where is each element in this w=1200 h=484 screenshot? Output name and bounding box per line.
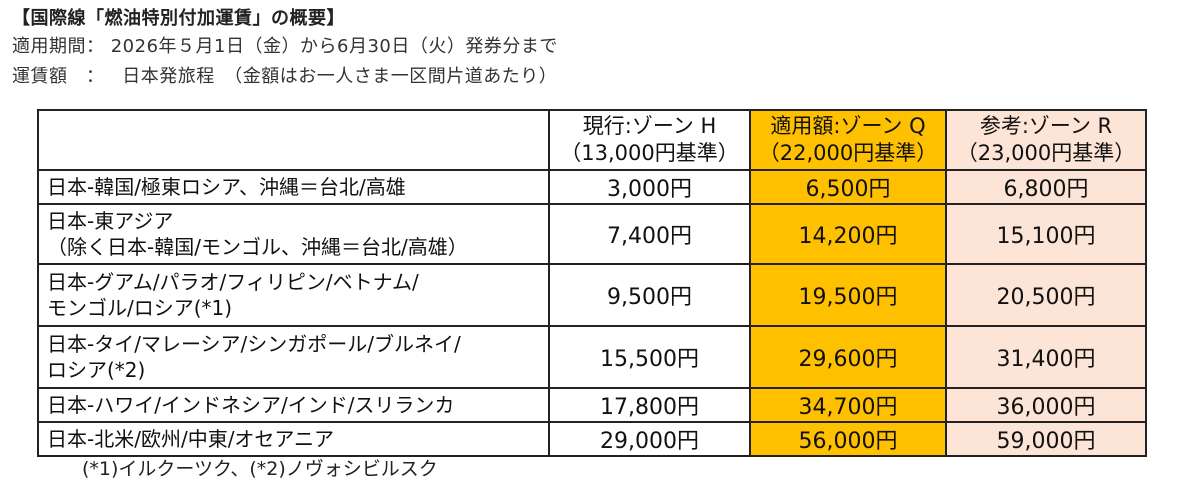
zone-r-fare: 31,400円 (945, 325, 1147, 389)
route-text: 日本-韓国/極東ロシア、沖縄＝台北/高雄 (47, 175, 406, 199)
zone-r-fare: 36,000円 (945, 387, 1147, 423)
zone-h-fare: 9,500円 (548, 263, 751, 327)
page-title: 【国際線「燃油特別付加運賃」の概要】 (12, 8, 345, 29)
header-zone-q-basis: （22,000円基準） (758, 141, 938, 165)
header-zone-r: 参考:ゾーン R （23,000円基準） (945, 109, 1147, 171)
route-cell: 日本-タイ/マレーシア/シンガポール/ブルネイ/ ロシア(*2) (37, 325, 550, 389)
header-route-cell (37, 109, 550, 171)
zone-h-fare: 7,400円 (548, 203, 751, 265)
fare-line: 運賃額 ： 日本発旅程 （金額はお一人さま一区間片道あたり） (12, 62, 557, 88)
fare-label: 運賃額 ： (12, 66, 105, 87)
zone-r-fare: 6,800円 (945, 169, 1147, 205)
period-value: 2026年５月1日（金）から6月30日（火）発券分まで (110, 36, 558, 57)
route-text: 日本-ハワイ/インドネシア/インド/スリランカ (47, 393, 455, 417)
zone-h-fare: 17,800円 (548, 387, 751, 423)
header-zone-h: 現行:ゾーン H （13,000円基準） (548, 109, 751, 171)
header-zone-q: 適用額:ゾーン Q （22,000円基準） (749, 109, 947, 171)
header-zone-q-name: 適用額:ゾーン Q (770, 114, 926, 138)
table-row: 日本-東アジア （除く日本-韓国/モンゴル、沖縄＝台北/高雄） 7,400円 1… (37, 203, 1147, 265)
route-text-cont: モンゴル/ロシア(*1) (47, 296, 233, 320)
table-row: 日本-韓国/極東ロシア、沖縄＝台北/高雄 3,000円 6,500円 6,800… (37, 169, 1147, 205)
header-zone-r-basis: （23,000円基準） (956, 141, 1136, 165)
period-line: 適用期間： 2026年５月1日（金）から6月30日（火）発券分まで (12, 32, 558, 58)
route-cell: 日本-東アジア （除く日本-韓国/モンゴル、沖縄＝台北/高雄） (37, 203, 550, 265)
header-zone-r-name: 参考:ゾーン R (979, 114, 1113, 138)
route-text-note: （除く日本-韓国/モンゴル、沖縄＝台北/高雄） (47, 235, 468, 259)
route-cell: 日本-ハワイ/インドネシア/インド/スリランカ (37, 387, 550, 423)
route-text: 日本-北米/欧州/中東/オセアニア (47, 427, 335, 451)
table-row: 日本-グアム/パラオ/フィリピン/ベトナム/ モンゴル/ロシア(*1) 9,50… (37, 263, 1147, 327)
route-cell: 日本-北米/欧州/中東/オセアニア (37, 421, 550, 457)
route-text: 日本-グアム/パラオ/フィリピン/ベトナム/ (47, 270, 419, 294)
zone-h-fare: 3,000円 (548, 169, 751, 205)
zone-r-fare: 59,000円 (945, 421, 1147, 457)
footnote: (*1)イルクーツク、(*2)ノヴォシビルスク (82, 458, 438, 480)
table-row: 日本-ハワイ/インドネシア/インド/スリランカ 17,800円 34,700円 … (37, 387, 1147, 423)
zone-q-fare: 14,200円 (749, 203, 947, 265)
zone-h-fare: 29,000円 (548, 421, 751, 457)
zone-r-fare: 15,100円 (945, 203, 1147, 265)
fare-table: 現行:ゾーン H （13,000円基準） 適用額:ゾーン Q （22,000円基… (37, 109, 1147, 457)
table-row: 日本-タイ/マレーシア/シンガポール/ブルネイ/ ロシア(*2) 15,500円… (37, 325, 1147, 389)
table-row: 日本-北米/欧州/中東/オセアニア 29,000円 56,000円 59,000… (37, 421, 1147, 457)
zone-q-fare: 34,700円 (749, 387, 947, 423)
route-text: 日本-東アジア (47, 209, 174, 233)
zone-q-fare: 56,000円 (749, 421, 947, 457)
route-text: 日本-タイ/マレーシア/シンガポール/ブルネイ/ (47, 332, 461, 356)
zone-q-fare: 19,500円 (749, 263, 947, 327)
header-zone-h-name: 現行:ゾーン H (582, 114, 717, 138)
table-header-row: 現行:ゾーン H （13,000円基準） 適用額:ゾーン Q （22,000円基… (37, 109, 1147, 171)
zone-q-fare: 29,600円 (749, 325, 947, 389)
zone-q-fare: 6,500円 (749, 169, 947, 205)
route-cell: 日本-韓国/極東ロシア、沖縄＝台北/高雄 (37, 169, 550, 205)
header-zone-h-basis: （13,000円基準） (560, 141, 739, 165)
period-label: 適用期間： (12, 36, 105, 57)
fare-value: 日本発旅程 （金額はお一人さま一区間片道あたり） (122, 66, 558, 87)
route-cell: 日本-グアム/パラオ/フィリピン/ベトナム/ モンゴル/ロシア(*1) (37, 263, 550, 327)
zone-h-fare: 15,500円 (548, 325, 751, 389)
route-text-cont: ロシア(*2) (47, 358, 146, 382)
zone-r-fare: 20,500円 (945, 263, 1147, 327)
